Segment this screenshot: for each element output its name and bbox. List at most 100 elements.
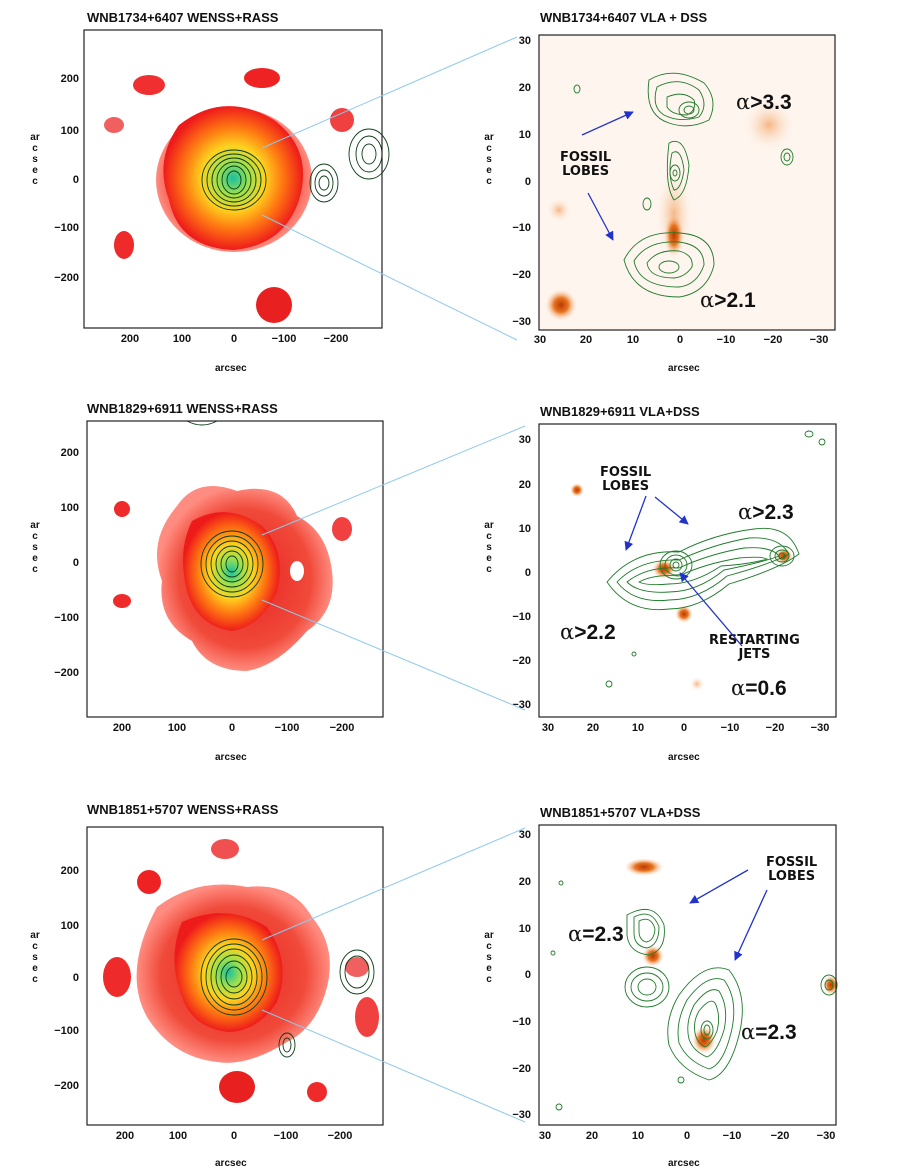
panel6-ytick: −30 — [512, 1109, 531, 1121]
spectral-index-label: α>2.2 — [560, 620, 616, 644]
spectral-index-label: α=2.3 — [741, 1020, 797, 1044]
panel2-image — [538, 34, 836, 331]
panel6-xtick: −30 — [816, 1130, 836, 1142]
panel6-title: WNB1851+5707 VLA+DSS — [540, 805, 701, 820]
restarting-jets-label: RESTARTING JETS — [709, 633, 800, 662]
panel6-ytick: 30 — [518, 829, 531, 841]
panel4-xtick: 10 — [631, 722, 645, 734]
panel5-xtick: −100 — [273, 1130, 299, 1142]
panel4-ytick: −20 — [512, 655, 531, 667]
panel6-xtick: −10 — [722, 1130, 742, 1142]
radio-contours — [186, 420, 264, 598]
panel5-xtick: −200 — [327, 1130, 353, 1142]
panel4-image — [538, 423, 837, 718]
panel3-ytick: 0 — [72, 557, 79, 569]
panel2-ytick: 0 — [524, 176, 531, 188]
panel5-xtick: 0 — [230, 1130, 238, 1142]
panel5-image — [86, 826, 384, 1126]
fossil-lobes-label: FOSSIL LOBES — [600, 465, 652, 494]
panel4-xtick: 30 — [541, 722, 555, 734]
panel3-image — [86, 420, 384, 718]
panel4-ytick: −30 — [512, 699, 531, 711]
panel5-ytick: 100 — [60, 920, 79, 932]
panel6-ytick: 0 — [524, 969, 531, 981]
panel5-title: WNB1851+5707 WENSS+RASS — [87, 802, 279, 817]
panel1-ylabel: arcsec — [30, 132, 40, 187]
panel4-xtick: −20 — [765, 722, 785, 734]
panel2-xtick: −20 — [763, 334, 783, 346]
panel1-ytick: 100 — [60, 125, 79, 137]
panel3-xtick: −200 — [329, 722, 355, 734]
fossil-lobes-label: FOSSIL LOBES — [560, 150, 612, 179]
panel1-xtick: −100 — [271, 333, 297, 345]
panel6-ytick: 20 — [518, 876, 531, 888]
panel1-ytick: −100 — [54, 222, 79, 234]
panel6-xlabel: arcsec — [668, 1158, 700, 1169]
panel5-ytick: −100 — [54, 1025, 79, 1037]
panel6-ytick: 10 — [518, 923, 531, 935]
panel4-xtick: −30 — [810, 722, 830, 734]
panel1-title: WNB1734+6407 WENSS+RASS — [87, 10, 279, 25]
panel6-ylabel: arcsec — [484, 930, 494, 985]
panel1-xtick: −200 — [323, 333, 349, 345]
fossil-lobes-label: FOSSIL LOBES — [766, 855, 818, 884]
panel1-xtick: 200 — [120, 333, 140, 345]
panel6-xtick: −20 — [770, 1130, 790, 1142]
spectral-index-label: α=2.3 — [568, 922, 624, 946]
panel1-xtick: 100 — [172, 333, 192, 345]
panel4-xlabel: arcsec — [668, 752, 700, 763]
panel2-ytick: 30 — [518, 35, 531, 47]
optical-emission — [624, 858, 839, 1054]
panel3-ylabel: arcsec — [30, 520, 40, 575]
radio-contours — [200, 938, 375, 1058]
radio-contours — [605, 430, 826, 688]
panel3-xtick: 0 — [228, 722, 236, 734]
spectral-index-label: α>2.3 — [738, 500, 794, 524]
zoom-lines — [261, 36, 526, 1123]
panel2-xtick: 0 — [676, 334, 684, 346]
panel5-ytick: −200 — [54, 1080, 79, 1092]
panel2-ytick: −20 — [512, 269, 531, 281]
panel5-xtick: 200 — [115, 1130, 135, 1142]
panel1-ytick: 200 — [60, 73, 79, 85]
panel3-ytick: 100 — [60, 502, 79, 514]
panel5-xtick: 100 — [168, 1130, 188, 1142]
panel6-xtick: 10 — [631, 1130, 645, 1142]
panel1-xlabel: arcsec — [215, 363, 247, 374]
panel4-ytick: 20 — [518, 479, 531, 491]
panel4-title: WNB1829+6911 VLA+DSS — [540, 404, 700, 419]
panel6-xtick: 30 — [538, 1130, 552, 1142]
panel6-xtick: 0 — [683, 1130, 691, 1142]
panel2-ylabel: arcsec — [484, 132, 494, 187]
panel2-title: WNB1734+6407 VLA + DSS — [540, 10, 708, 25]
panel4-xtick: 20 — [586, 722, 600, 734]
panel5-ylabel: arcsec — [30, 930, 40, 985]
panel2-xlabel: arcsec — [668, 363, 700, 374]
panel3-ytick: 200 — [60, 447, 79, 459]
panel2-ytick: 20 — [518, 82, 531, 94]
panel4-ytick: −10 — [512, 611, 531, 623]
panel4-ytick: 10 — [518, 523, 531, 535]
panel5-ytick: 200 — [60, 865, 79, 877]
panel4-xtick: 0 — [680, 722, 688, 734]
panel6-xtick: 20 — [585, 1130, 599, 1142]
panel3-xlabel: arcsec — [215, 752, 247, 763]
arrows — [581, 111, 768, 961]
panel5-xlabel: arcsec — [215, 1158, 247, 1169]
panel1-ytick: 0 — [72, 174, 79, 186]
radio-contours — [550, 880, 838, 1111]
spectral-index-label: α>3.3 — [736, 90, 792, 114]
panel6-image — [538, 824, 839, 1126]
panel2-xtick: 30 — [533, 334, 547, 346]
panel2-ytick: 10 — [518, 129, 531, 141]
optical-emission — [545, 100, 794, 321]
panel4-ytick: 30 — [518, 434, 531, 446]
panel3-xtick: 100 — [167, 722, 187, 734]
panel3-xtick: 200 — [112, 722, 132, 734]
panel5-ytick: 0 — [72, 972, 79, 984]
panel1-xtick: 0 — [230, 333, 238, 345]
panel2-ytick: −10 — [512, 222, 531, 234]
panel2-xtick: −30 — [809, 334, 829, 346]
panel4-ylabel: arcsec — [484, 520, 494, 575]
